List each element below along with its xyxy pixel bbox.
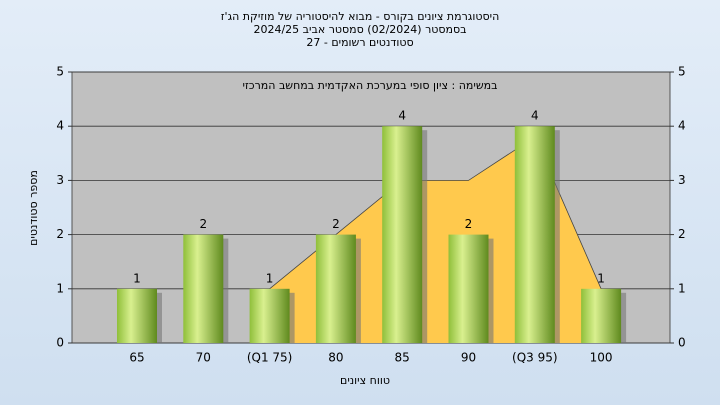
bar [315,234,356,343]
bar [183,234,224,343]
y2-tick-label: 4 [678,119,686,133]
x-tick-label: 100 [590,351,613,365]
y-tick-label: 0 [56,336,64,350]
bar [249,288,290,343]
title-line: סטודנטים רשומים - 27 [306,36,413,49]
x-tick-label: (Q1 75) [247,351,293,365]
bar [117,288,157,343]
value-label: 2 [465,217,473,231]
value-label: 1 [266,271,274,285]
x-tick-label: 85 [395,351,410,365]
bar [448,234,489,343]
bar [514,126,555,343]
value-label: 1 [133,271,141,285]
x-tick-label: 90 [461,351,476,365]
y-axis-label: מספר סטודנטים [27,170,40,246]
y-tick-label: 3 [56,173,64,187]
value-label: 4 [531,109,539,123]
y2-tick-label: 1 [678,281,686,295]
x-axis-label: טווח ציונים [340,374,390,387]
y-tick-label: 4 [56,119,64,133]
value-label: 1 [597,271,605,285]
value-label: 2 [199,217,207,231]
x-tick-label: 65 [129,351,144,365]
y-tick-label: 2 [56,227,64,241]
x-tick-label: 80 [328,351,343,365]
bar [581,288,622,343]
y-tick-label: 1 [56,281,64,295]
y2-tick-label: 5 [678,65,686,79]
y2-tick-label: 0 [678,336,686,350]
annotation: במשימה : ציון סופי במערכת האקדמית במחשב … [243,79,498,92]
title-line: בסמסטר (02/2024) סמסטר אביב 2024/25 [253,23,466,36]
x-tick-label: 70 [196,351,211,365]
y-tick-label: 5 [56,65,64,79]
x-tick-label: (Q3 95) [512,351,558,365]
bar [382,126,423,343]
value-label: 4 [398,109,406,123]
y2-tick-label: 3 [678,173,686,187]
y2-tick-label: 2 [678,227,686,241]
value-label: 2 [332,217,340,231]
title-line: היסטוגרמת ציונים בקורס - מבוא להיסטוריה … [221,10,500,23]
